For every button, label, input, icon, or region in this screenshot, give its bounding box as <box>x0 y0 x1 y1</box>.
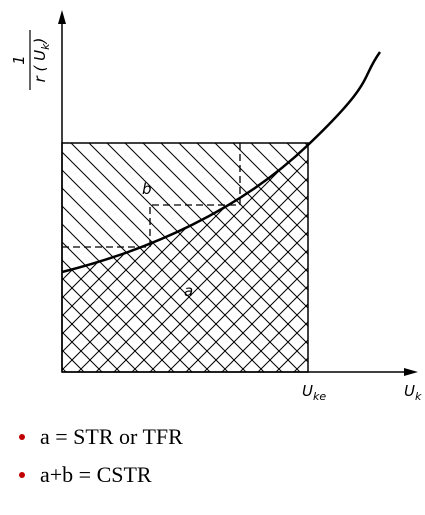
y-denominator: r ( Uk) <box>31 38 52 83</box>
bullet-dot <box>19 472 25 478</box>
curve <box>61 51 382 274</box>
bullet-text: a+b = CSTR <box>40 462 152 487</box>
bullet-dot <box>19 434 25 440</box>
hatch-region-a <box>62 145 308 372</box>
y-label: 1 r ( Uk) <box>10 30 52 90</box>
y-denominator-sub: k <box>39 43 52 50</box>
x-axis-main: U <box>404 382 415 400</box>
region-a-label: a <box>184 282 193 300</box>
x-end-sub: ke <box>313 390 326 403</box>
x-axis-sub: k <box>415 390 422 403</box>
x-end-main: U <box>302 382 313 400</box>
y-numerator: 1 <box>10 55 28 65</box>
region-b-label: b <box>142 180 152 198</box>
x-end-label: Uke <box>302 382 326 403</box>
bullet-text: a = STR or TFR <box>40 424 183 449</box>
y-denominator-main: r ( U <box>31 50 49 83</box>
step-lines <box>62 143 241 248</box>
x-axis-label: Uk <box>404 382 422 403</box>
x-arrow <box>404 368 418 376</box>
y-arrow <box>58 10 66 24</box>
y-denominator-close: ) <box>31 38 49 45</box>
